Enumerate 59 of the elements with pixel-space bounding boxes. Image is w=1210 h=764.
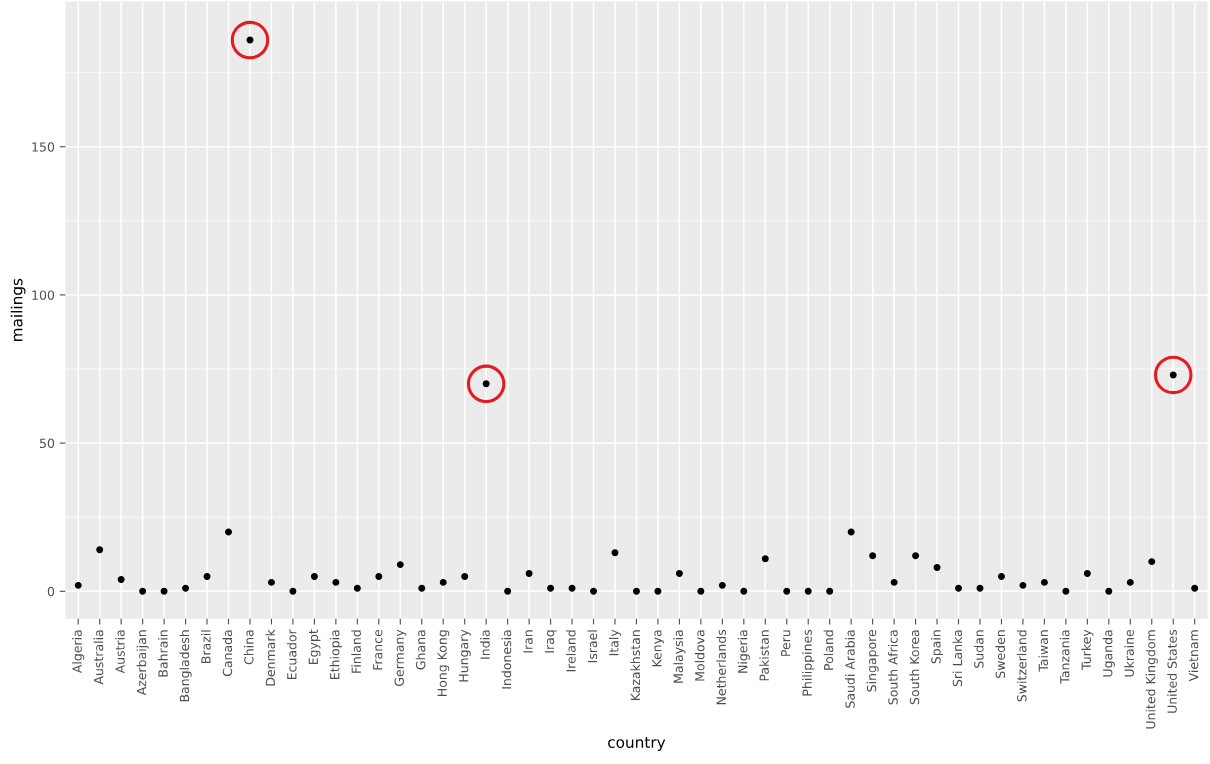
x-tick-label: Finland (351, 630, 361, 673)
x-tick-label: Bangladesh (179, 630, 192, 702)
x-tick-label: Hungary (459, 629, 471, 682)
x-tick-label: Kazakhstan (630, 630, 641, 701)
x-tick-label: Poland (823, 630, 834, 670)
x-tick-label: Spain (931, 630, 944, 664)
x-tick-label: Indonesia (501, 630, 512, 689)
x-tick-label: Italy (608, 629, 622, 656)
x-tick-label: Peru (781, 630, 791, 656)
x-tick-label: Denmark (265, 629, 276, 686)
x-tick-label: Kenya (652, 630, 664, 667)
x-tick-label: Philippines (802, 629, 815, 696)
x-tick-label: Israel (587, 630, 598, 663)
x-tick-label: Saudi Arabia (845, 630, 855, 708)
y-tick-label: 50 (39, 438, 55, 449)
x-tick-label: Egypt (308, 629, 321, 665)
x-tick-label: Vietnam (1188, 630, 1199, 682)
x-tick-label: China (243, 630, 254, 665)
x-tick-label: Sri Lanka (952, 630, 963, 687)
x-tick-label: Uganda (1102, 630, 1115, 677)
x-tick-label: Turkey (1081, 629, 1094, 670)
x-tick-label: Brazil (201, 630, 211, 663)
y-tick-label: 150 (32, 142, 55, 152)
y-axis-title: mailings (10, 278, 26, 341)
x-tick-label: Malaysia (673, 630, 686, 683)
x-tick-label: Austria (115, 630, 125, 674)
x-tick-label: Ukraine (1124, 629, 1134, 677)
x-tick-label: Pakistan (759, 630, 769, 681)
x-tick-label: Tanzania (1059, 630, 1070, 684)
x-tick-label: Iran (523, 630, 533, 653)
x-tick-label: Netherlands (716, 629, 726, 705)
x-tick-label: India (480, 630, 490, 659)
x-axis-title: country (608, 737, 666, 751)
x-tick-label: France (373, 629, 383, 670)
x-tick-label: Algeria (72, 630, 85, 674)
x-tick-label: Iraq (544, 630, 557, 653)
x-tick-label: Taiwan (1038, 630, 1049, 672)
x-tick-label: Singapore (866, 629, 879, 692)
y-tick-label: 100 (32, 290, 55, 300)
y-tick-label: 0 (47, 586, 55, 597)
x-tick-label: Nigeria (737, 630, 750, 673)
x-tick-label: United Kingdom (1145, 630, 1158, 729)
x-tick-label: South Africa (888, 630, 898, 705)
x-tick-label: Hong Kong (437, 630, 450, 696)
x-tick-label: South Korea (909, 630, 920, 705)
x-tick-label: Bahrain (158, 630, 168, 677)
x-tick-label: Azerbaijan (136, 630, 149, 696)
x-tick-label: Sudan (973, 630, 984, 668)
x-tick-label: Ecuador (286, 629, 297, 680)
x-tick-label: Ethiopia (329, 630, 342, 679)
x-tick-label: Australia (93, 630, 104, 685)
x-tick-label: United States (1167, 629, 1177, 713)
x-tick-label: Moldova (694, 630, 705, 681)
x-tick-label: Ireland (566, 630, 576, 672)
x-tick-label: Germany (394, 629, 407, 687)
x-tick-label: Canada (222, 630, 233, 677)
x-tick-label: Sweden (995, 630, 1006, 678)
x-tick-label: Switzerland (1016, 630, 1027, 702)
x-tick-label: Ghana (415, 630, 426, 670)
